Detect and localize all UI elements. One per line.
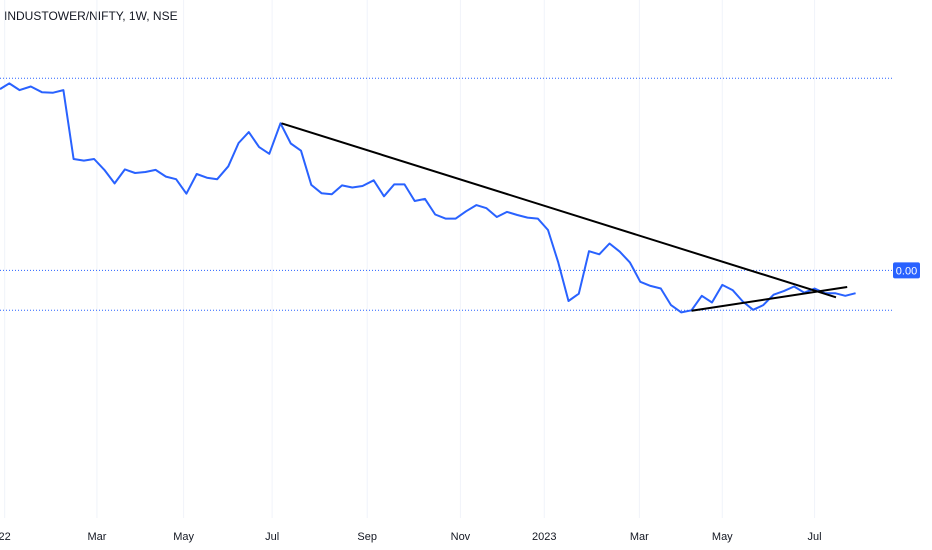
x-tick-label: May — [712, 531, 733, 543]
price-tag-label: 0.00 — [896, 265, 917, 277]
trendline-0 — [281, 122, 837, 299]
x-tick-label: Jul — [265, 531, 279, 543]
price-scale-tag: 0.00 — [893, 262, 920, 279]
series-line-0 — [0, 82, 856, 314]
grid-lines — [4, 0, 816, 518]
trendline-1 — [691, 285, 848, 312]
horizontal-lines — [0, 77, 892, 311]
price-tag-box — [893, 262, 920, 279]
x-tick-label: Mar — [87, 531, 106, 543]
x-tick-label: May — [173, 531, 194, 543]
x-tick-label: Mar — [630, 531, 649, 543]
trendline-layer — [281, 122, 848, 312]
time-axis: 22 Mar May Jul Sep Nov 2023 Mar May Jul — [0, 531, 822, 543]
x-tick-label: Nov — [451, 531, 471, 543]
x-tick-label: 22 — [0, 531, 11, 543]
x-tick-label: Jul — [808, 531, 822, 543]
x-tick-label: 2023 — [532, 531, 556, 543]
x-tick-label: Sep — [357, 531, 377, 543]
chart-title: INDUSTOWER/NIFTY, 1W, NSE — [4, 9, 178, 23]
series-layer — [0, 82, 856, 314]
